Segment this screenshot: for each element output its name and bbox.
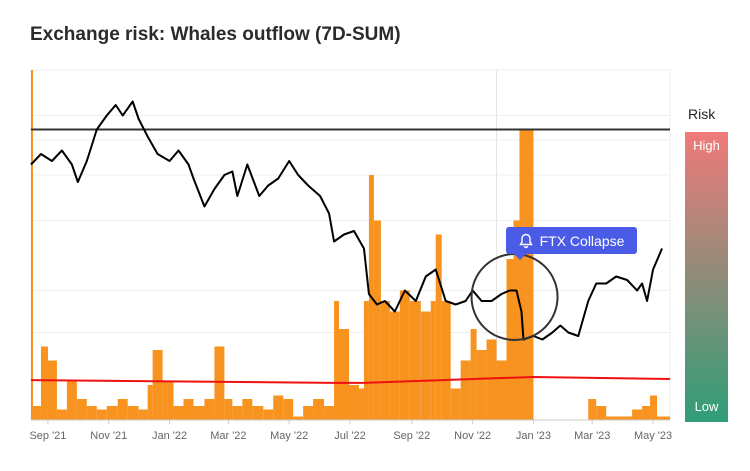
bar [147,385,153,420]
x-tick-label: Jan '23 [516,430,551,442]
bar [642,406,651,420]
bar [435,234,442,420]
bar [183,399,194,420]
bar [293,416,304,420]
bar [40,346,48,420]
bar [519,129,527,420]
x-tick-label: Jul '22 [334,430,365,442]
bar [313,399,325,420]
bar [252,406,264,420]
bell-icon [518,233,533,248]
bar [127,406,139,420]
bar [496,360,507,420]
x-tick-label: Sep '22 [393,430,430,442]
bar [76,399,87,420]
bar [31,406,41,420]
risk-high-label: High [693,138,720,153]
bar [283,399,294,420]
bar [86,406,97,420]
bar [152,350,163,420]
bar [373,220,381,420]
bar [632,409,643,420]
bar [623,416,633,420]
bar [47,360,57,420]
risk-gradient-scale: High Low [685,132,728,422]
x-tick-label: May '22 [270,430,308,442]
bar [596,406,607,420]
bar [430,301,436,420]
bar [486,339,497,420]
bar [409,301,421,420]
bar [513,220,520,420]
bar [138,409,148,420]
bar [460,360,471,420]
bar [399,290,410,420]
x-tick-label: Mar '23 [574,430,610,442]
bar [420,311,431,420]
bar [526,129,534,420]
bar [389,311,400,420]
annotation-ftx[interactable]: FTX Collapse [506,227,637,260]
x-tick-label: Mar '22 [210,430,246,442]
bar [224,399,233,420]
bar [358,388,364,420]
bar [450,388,461,420]
bar [324,406,335,420]
x-tick-label: Nov '21 [90,430,127,442]
bar [470,329,477,420]
bar [349,385,359,420]
bar [242,399,253,420]
bar [303,406,314,420]
average-line [30,375,671,384]
bar [232,406,243,420]
bar [273,395,284,420]
chart-title: Exchange risk: Whales outflow (7D-SUM) [30,24,401,45]
bar [162,381,174,420]
x-tick-label: Nov '22 [454,430,491,442]
bar [106,406,118,420]
bar [667,416,670,420]
bar [117,399,128,420]
bar [588,399,597,420]
x-tick-label: May '23 [634,430,672,442]
bar [214,346,225,420]
series-line [30,100,663,341]
x-tick-label: Jan '22 [152,430,187,442]
bar [650,395,658,420]
bar [173,406,184,420]
risk-low-label: Low [694,399,719,414]
bar [380,301,390,420]
bar [606,416,624,420]
bar [66,381,77,420]
annotation-label: FTX Collapse [539,232,625,249]
bar [441,301,451,420]
bar [657,416,668,420]
bar [193,406,205,420]
bar [334,301,340,420]
bar [363,301,369,420]
bar [476,350,487,420]
risk-label: Risk [688,106,716,122]
bar [263,409,274,420]
bar [204,399,215,420]
x-tick-label: Sep '21 [29,430,66,442]
bar [339,329,350,420]
bar [56,409,67,420]
bar [96,409,107,420]
